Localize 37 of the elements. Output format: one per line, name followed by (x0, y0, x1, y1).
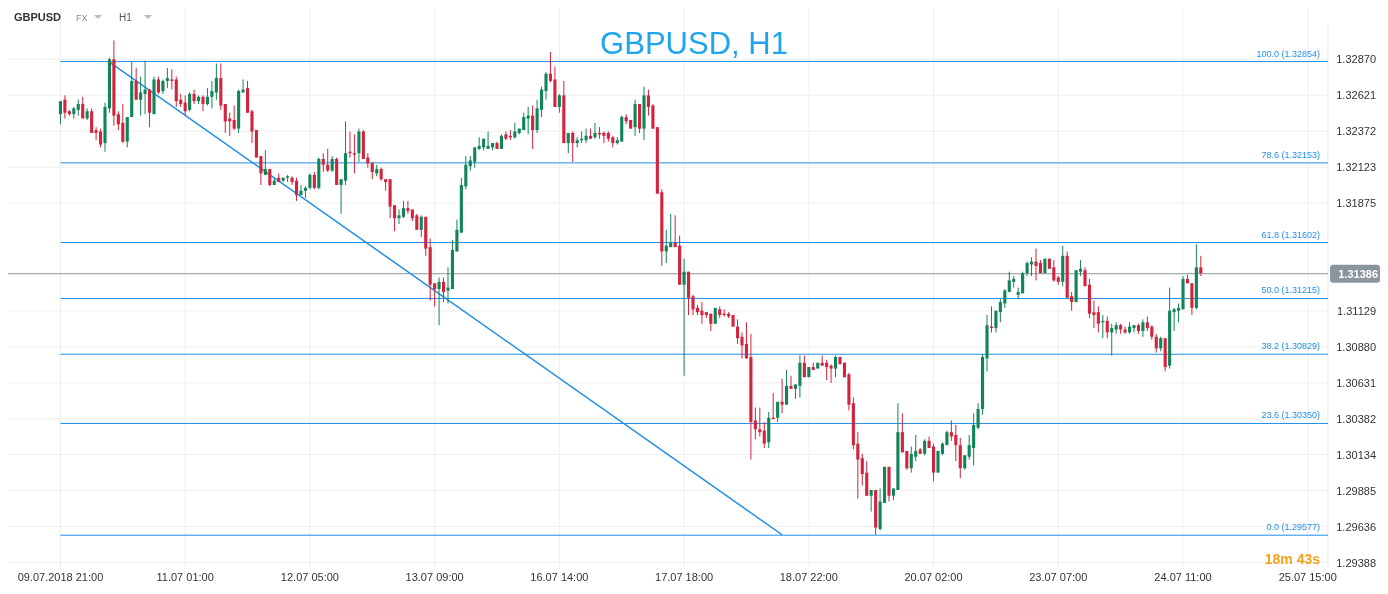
ref-line-label: 50.0 (1.31215) (1261, 285, 1320, 296)
x-tick-label: 20.07 02:00 (904, 571, 963, 583)
ref-line-label: 78.6 (1.32153) (1261, 149, 1320, 160)
text: FX (76, 13, 88, 23)
y-tick-label: 1.31129 (1337, 304, 1376, 317)
y-tick-label: 1.32372 (1336, 125, 1376, 138)
ref-line-label: 61.8 (1.31602) (1261, 229, 1320, 240)
y-tick-label: 1.31875 (1336, 197, 1376, 210)
text: H1 (119, 12, 133, 23)
y-tick-label: 1.30880 (1336, 340, 1376, 353)
x-tick-label: 18.07 22:00 (779, 571, 838, 583)
x-tick-label: 24.07 11:00 (1154, 571, 1212, 583)
y-tick-label: 1.30134 (1336, 448, 1376, 461)
y-tick-label: 1.32621 (1336, 89, 1376, 102)
annotation: 18m 43s (1264, 551, 1321, 567)
y-tick-label: 1.32123 (1336, 161, 1376, 174)
ref-line-label: 23.6 (1.30350) (1261, 410, 1320, 421)
x-tick-label: 11.07 01:00 (156, 571, 214, 583)
x-tick-label: 13.07 09:00 (405, 571, 464, 583)
ref-line-label: 38.2 (1.30829) (1261, 341, 1320, 352)
x-tick-label: 25.07 15:00 (1278, 571, 1337, 583)
x-tick-label: 23.07 07:00 (1029, 571, 1088, 583)
ref-line-label: 100.0 (1.32854) (1256, 48, 1320, 59)
y-tick-label: 1.30382 (1336, 412, 1376, 425)
x-tick-label: 12.07 05:00 (280, 571, 339, 583)
x-tick-label: 17.07 18:00 (655, 571, 714, 583)
y-tick-label: 1.32870 (1336, 53, 1376, 66)
y-tick-label: 1.29636 (1336, 520, 1376, 533)
chart-title: GBPUSD, H1 (600, 26, 788, 61)
ref-line-label: 0.0 (1.29577) (1266, 522, 1320, 533)
x-tick-label: 09.07.2018 21:00 (17, 571, 104, 583)
y-tick-label: 1.29885 (1336, 484, 1376, 497)
y-tick-label: 1.30631 (1336, 376, 1376, 389)
text: GBPUSD (14, 11, 62, 23)
x-tick-label: 16.07 14:00 (530, 571, 589, 583)
y-tick-label: 1.29388 (1336, 556, 1376, 569)
ref-line-label: 1.31386 (1338, 267, 1378, 280)
